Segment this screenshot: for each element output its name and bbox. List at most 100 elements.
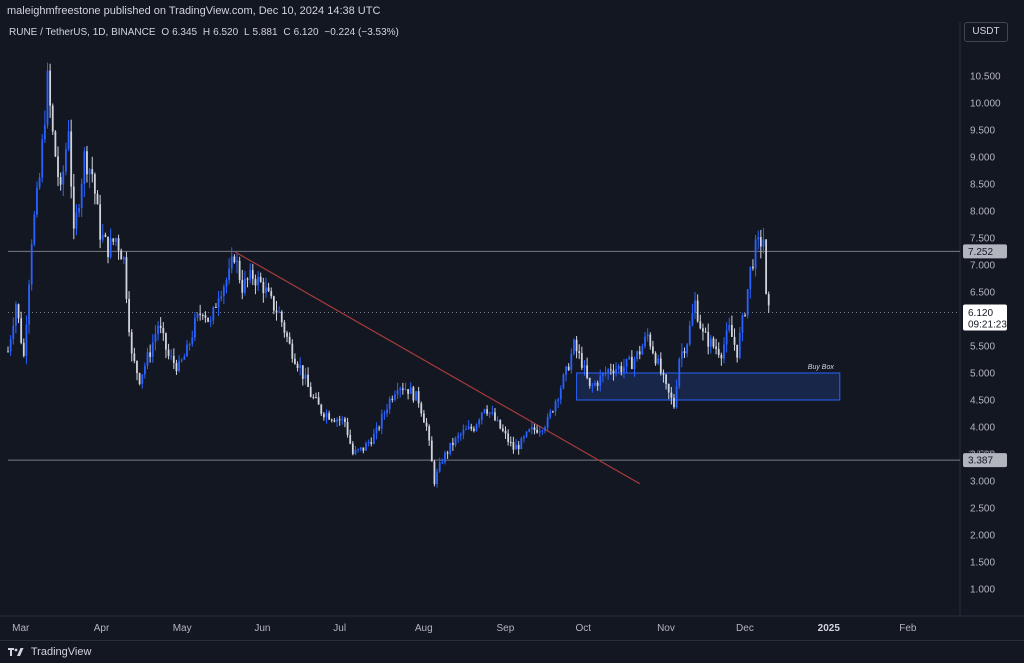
candle-body: [178, 360, 181, 372]
candle-body: [430, 440, 433, 462]
candle-body: [138, 373, 141, 384]
candle-body: [501, 428, 504, 431]
currency-button[interactable]: USDT: [964, 22, 1008, 42]
candle-body: [294, 358, 296, 364]
candle-body: [386, 409, 388, 414]
symbol-name[interactable]: RUNE / TetherUS, 1D, BINANCE: [9, 27, 156, 38]
candle-body: [280, 311, 283, 323]
candle-body: [594, 382, 596, 386]
candle-body: [525, 431, 528, 437]
candle-body: [330, 419, 333, 421]
candle-body: [644, 336, 646, 347]
last-price-badge: 6.120: [968, 308, 993, 319]
candle-body: [744, 315, 746, 317]
candle-body: [702, 328, 704, 332]
price-chart[interactable]: 10.500 10.000 9.500 9.000 8.500 8.000 7.500 7.0…: [0, 22, 1024, 640]
support-price-badge: 3.387: [968, 456, 993, 467]
candle-body: [444, 452, 446, 463]
candle-body: [512, 442, 515, 450]
candle-body: [515, 444, 517, 450]
chart-area[interactable]: 10.500 10.000 9.500 9.000 8.500 8.000 7.500 7.0…: [0, 22, 1024, 640]
candle-body: [322, 413, 325, 418]
candle-body: [36, 187, 38, 215]
candle-body: [741, 315, 744, 333]
candle-body: [396, 390, 399, 395]
candle-body: [533, 427, 536, 431]
candle-body: [141, 374, 144, 384]
candle-body: [670, 392, 673, 398]
candle-body: [736, 344, 739, 358]
candle-body: [117, 238, 120, 251]
candle-body: [723, 344, 725, 359]
candle-body: [301, 365, 304, 379]
candle-body: [207, 317, 209, 322]
candle-body: [22, 342, 25, 356]
candle-body: [620, 365, 623, 373]
candle-body: [49, 70, 52, 106]
candle-body: [288, 336, 291, 344]
candle-body: [478, 419, 481, 425]
footer-brand[interactable]: TradingView: [30, 646, 92, 658]
candle-body: [486, 409, 488, 414]
candle-body: [257, 276, 259, 286]
candle-body: [136, 360, 138, 374]
candle-body: [507, 433, 510, 442]
candle-body: [591, 385, 594, 387]
candle-body: [536, 430, 538, 433]
candle-body: [204, 315, 207, 318]
candle-body: [91, 169, 94, 175]
descending-trendline[interactable]: [234, 250, 641, 485]
candle-body: [75, 212, 78, 229]
candle-body: [286, 332, 288, 337]
candle-body: [80, 183, 83, 209]
candle-body: [388, 398, 391, 410]
candle-body: [325, 413, 328, 418]
candle-body: [130, 332, 133, 354]
candle-body: [375, 427, 378, 434]
candle-body: [228, 268, 231, 280]
candle-body: [125, 257, 128, 299]
candle-body: [180, 359, 183, 361]
candle-body: [667, 383, 670, 393]
candle-body: [262, 281, 265, 293]
candle-body: [704, 331, 707, 333]
candle-body: [28, 284, 30, 325]
candle-body: [733, 336, 736, 345]
candle-body: [212, 307, 215, 321]
candle-body: [17, 304, 20, 319]
candle-body: [196, 313, 199, 318]
candle-body: [470, 426, 473, 429]
tradingview-logo-icon[interactable]: [8, 647, 24, 657]
candle-body: [541, 430, 544, 432]
candle-body: [317, 397, 320, 405]
candle-body: [686, 344, 689, 354]
candle-body: [67, 131, 70, 150]
candle-body: [225, 279, 228, 287]
candle-body: [570, 353, 573, 371]
candle-body: [662, 373, 665, 375]
candle-body: [578, 351, 581, 354]
candle-body: [496, 419, 499, 421]
candle-body: [162, 328, 165, 334]
resistance-price-badge: 7.252: [968, 247, 993, 258]
candle-body: [165, 333, 167, 350]
candle-body: [730, 324, 733, 337]
candle-body: [307, 374, 309, 387]
candle-body: [249, 270, 252, 280]
candle-body: [746, 289, 749, 316]
candle-body: [133, 353, 136, 361]
y-tick-label: 10.000: [970, 99, 1001, 110]
candle-body: [304, 374, 307, 379]
buy-box-zone[interactable]: [576, 372, 841, 401]
candle-body: [717, 348, 720, 355]
candle-body: [175, 362, 178, 372]
candle-body: [88, 169, 91, 175]
candle-body: [12, 325, 15, 340]
candle-body: [404, 389, 407, 391]
candle-body: [186, 344, 188, 357]
candle-body: [428, 426, 431, 441]
candle-body: [415, 391, 417, 401]
candle-body: [454, 437, 457, 446]
candle-body: [767, 294, 770, 306]
candle-body: [465, 429, 467, 431]
